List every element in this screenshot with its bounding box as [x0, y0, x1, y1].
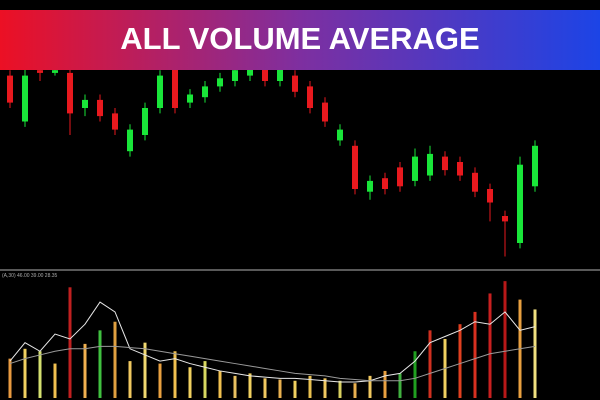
- candle-body: [52, 70, 58, 73]
- volume-bar: [53, 363, 57, 398]
- candle-body: [337, 129, 343, 141]
- volume-bar: [113, 321, 117, 398]
- volume-bar: [533, 309, 537, 398]
- candle-body: [127, 129, 133, 152]
- volume-bar: [398, 373, 402, 398]
- volume-bar: [473, 311, 477, 398]
- volume-bar: [218, 370, 222, 398]
- volume-bar: [203, 361, 207, 398]
- price-panel: [7, 59, 538, 257]
- volume-bar: [488, 293, 492, 398]
- indicator-label: (A,30) 46.00 39.00 28.35: [2, 273, 58, 279]
- volume-bar: [233, 375, 237, 398]
- candle-body: [142, 108, 148, 135]
- candle-body: [502, 216, 508, 222]
- candle-body: [157, 75, 163, 108]
- candle-body: [232, 70, 238, 81]
- candle-body: [217, 78, 223, 87]
- volume-bar: [158, 363, 162, 398]
- volume-bar: [353, 383, 357, 398]
- candle-body: [412, 156, 418, 181]
- volume-bar: [413, 351, 417, 398]
- title-banner: [0, 10, 600, 70]
- candle-body: [112, 113, 118, 130]
- candle-body: [532, 145, 538, 187]
- candle-body: [22, 75, 28, 122]
- candle-body: [292, 75, 298, 92]
- candle-body: [382, 178, 388, 189]
- candle-body: [187, 94, 193, 103]
- volume-bar: [263, 378, 267, 398]
- candle-body: [397, 167, 403, 187]
- volume-bar: [338, 380, 342, 398]
- volume-bar: [8, 358, 12, 398]
- candle-body: [82, 99, 88, 108]
- volume-bar: [308, 375, 312, 398]
- volume-bar: [323, 378, 327, 398]
- volume-bar: [368, 375, 372, 398]
- volume-bar: [458, 324, 462, 398]
- candle-body: [262, 67, 268, 81]
- volume-bar: [38, 351, 42, 398]
- volume-bar: [248, 373, 252, 398]
- candle-body: [352, 145, 358, 189]
- volume-bar: [383, 370, 387, 398]
- candle-body: [472, 172, 478, 192]
- candle-body: [307, 86, 313, 108]
- candle-body: [277, 67, 283, 81]
- volume-bar: [293, 380, 297, 398]
- candle-body: [37, 70, 43, 73]
- candle-body: [487, 189, 493, 203]
- candle-body: [172, 67, 178, 108]
- candle-body: [427, 153, 433, 176]
- candle-body: [322, 102, 328, 122]
- candle-body: [202, 86, 208, 98]
- candle-body: [247, 64, 253, 76]
- candle-body: [67, 72, 73, 114]
- volume-bar: [23, 348, 27, 398]
- volume-bar: [428, 330, 432, 398]
- candle-body: [7, 75, 13, 103]
- candle-body: [367, 180, 373, 192]
- volume-bar: [83, 343, 87, 398]
- candle-body: [457, 162, 463, 176]
- volume-bar: [503, 281, 507, 398]
- candle-body: [442, 156, 448, 171]
- candle-body: [97, 99, 103, 117]
- volume-bar: [173, 351, 177, 398]
- candle-body: [517, 164, 523, 243]
- volume-bar: [98, 330, 102, 398]
- average-line: [9, 345, 536, 382]
- chart-title: ALL VOLUME AVERAGE: [120, 21, 479, 56]
- volume-bar: [143, 342, 147, 398]
- volume-bar: [188, 367, 192, 398]
- average-line: [9, 301, 536, 383]
- volume-panel: [8, 281, 537, 398]
- volume-bar: [68, 287, 72, 398]
- volume-bar: [128, 361, 132, 398]
- volume-bar: [278, 379, 282, 398]
